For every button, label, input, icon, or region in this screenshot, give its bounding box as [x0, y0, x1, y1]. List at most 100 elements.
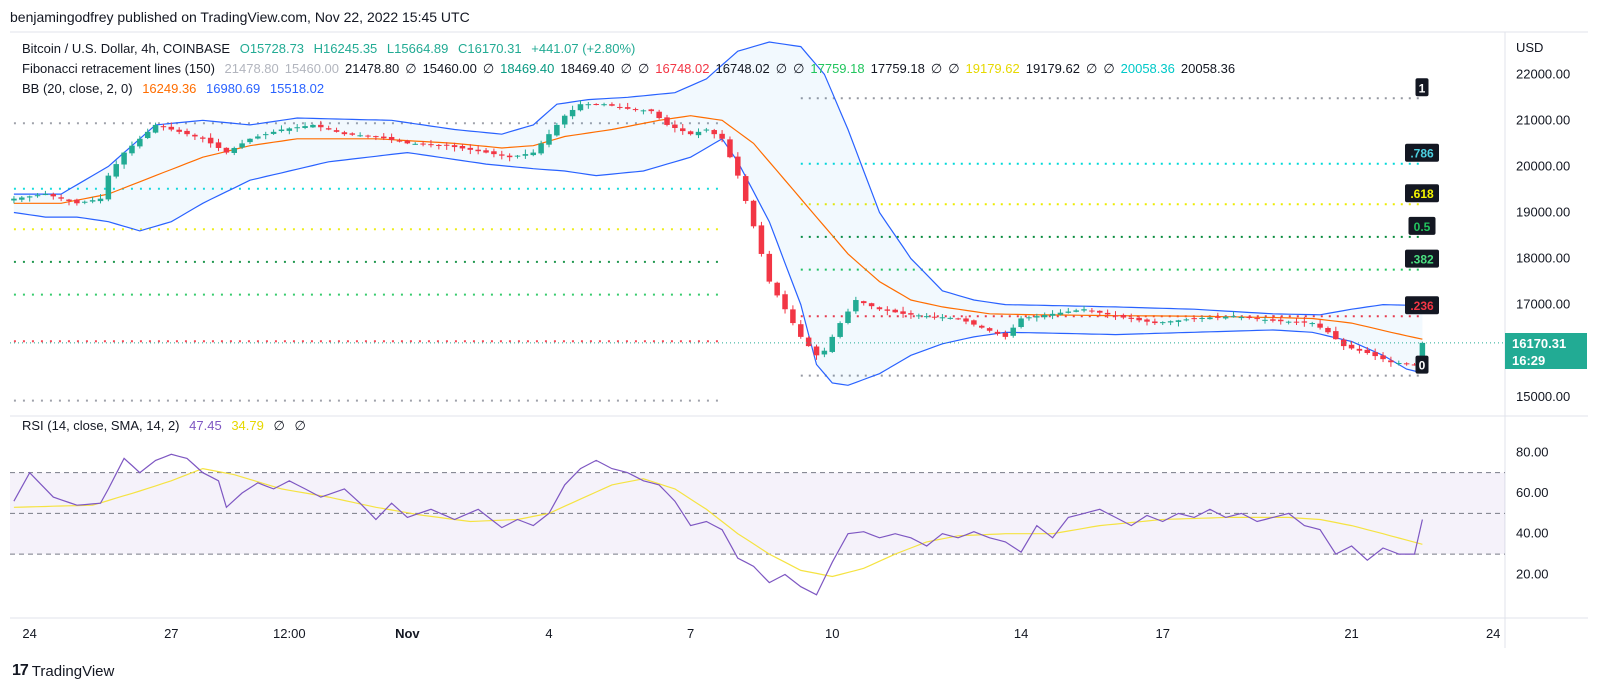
fib-legend-value: 16748.02: [655, 61, 710, 76]
candle-body: [310, 124, 316, 128]
candle-body: [530, 152, 537, 156]
candle-body: [1380, 355, 1386, 360]
candle-body: [499, 154, 505, 156]
fib-legend-value: ∅: [1085, 61, 1098, 76]
bb-upper-value: 16980.69: [206, 81, 261, 96]
fib-legend-value: ∅: [482, 61, 495, 76]
time-tick-label: 4: [545, 626, 552, 641]
candle-body: [1167, 321, 1174, 323]
bb-legend-label[interactable]: BB (20, close, 2, 0): [22, 81, 133, 96]
candle-body: [66, 199, 72, 201]
fib-legend-value: ∅: [775, 61, 788, 76]
candle-body: [1049, 313, 1056, 316]
candle-body: [632, 109, 639, 111]
candle-body: [1081, 309, 1087, 311]
bb-legend[interactable]: BB (20, close, 2, 0) 16249.36 16980.69 1…: [22, 81, 330, 96]
candle-body: [593, 104, 599, 106]
candle-body: [971, 320, 977, 325]
candle-body: [1411, 364, 1418, 366]
price-tick-label: 19000.00: [1516, 204, 1570, 219]
main-legend[interactable]: Bitcoin / U.S. Dollar, 4h, COINBASE O157…: [22, 41, 641, 56]
candle-body: [1254, 318, 1260, 320]
candle-body: [1041, 315, 1048, 318]
candle-body: [908, 313, 914, 315]
candle-body: [813, 346, 820, 356]
candle-body: [672, 124, 678, 129]
fib-tag-box: [1405, 249, 1439, 268]
fib-legend-value: 15460.00: [422, 61, 477, 76]
candle-body: [1372, 352, 1378, 357]
candle-body: [664, 117, 670, 125]
fib-legend-value: ∅: [405, 61, 417, 76]
candle-body: [876, 307, 883, 310]
candle-body: [286, 128, 293, 131]
candle-body: [412, 143, 418, 145]
time-axis[interactable]: 24 27 12:00 Nov 4 7 10 14 17 21 24: [22, 626, 1500, 641]
candle-body: [742, 176, 749, 201]
time-tick-label: Nov: [395, 626, 420, 641]
rsi-extra-1: ∅: [273, 418, 285, 433]
candle-body: [231, 147, 238, 153]
candle-body: [766, 253, 773, 282]
candle-body: [758, 225, 765, 254]
fib-legend[interactable]: Fibonacci retracement lines (150) 21478.…: [22, 61, 1241, 77]
candle-body: [561, 115, 568, 125]
rsi-sma-line: [13, 467, 1423, 578]
fib-legend-value: 20058.36: [1180, 61, 1236, 76]
candle-body: [994, 331, 1001, 334]
fib-legend-value: 21478.80: [224, 61, 279, 76]
candle-body: [805, 337, 812, 347]
candle-body: [1317, 323, 1323, 328]
candle-body: [900, 311, 906, 314]
fib-legend-value: 21478.80: [345, 61, 400, 76]
price-tick-label: 18000.00: [1516, 251, 1570, 266]
fib-tag-label: .786: [1410, 147, 1434, 161]
bb-basis-value: 16249.36: [142, 81, 197, 96]
rsi-tick-label: 80.00: [1516, 444, 1549, 459]
candle-body: [1120, 314, 1127, 318]
bollinger-lower-line: [13, 138, 1423, 386]
candle-body: [609, 104, 615, 106]
fib-legend-value: 19179.62: [965, 61, 1020, 76]
candle-body: [750, 200, 757, 227]
open-value: O15728.73: [239, 41, 305, 56]
fib-tag-box: [1415, 78, 1429, 97]
fib-legend-label[interactable]: Fibonacci retracement lines (150): [22, 61, 215, 76]
candle-body: [1270, 319, 1276, 321]
rsi-legend-label[interactable]: RSI (14, close, SMA, 14, 2): [22, 418, 180, 433]
candle-body: [294, 127, 300, 129]
fib-legend-value: 18469.40: [560, 61, 615, 76]
candle-body: [89, 200, 96, 202]
rsi-legend[interactable]: RSI (14, close, SMA, 14, 2) 47.45 34.79 …: [22, 418, 312, 434]
candlestick-series: [11, 100, 1426, 368]
candle-body: [868, 303, 875, 307]
candle-body: [262, 134, 269, 136]
candle-body: [215, 142, 222, 148]
fib-tag-label: .618: [1410, 187, 1434, 201]
candle-body: [1396, 362, 1402, 364]
candle-body: [1144, 319, 1150, 322]
price-axis: USD 22000.00 21000.00 20000.00 19000.00 1800…: [1516, 40, 1570, 404]
candle-body: [1277, 319, 1284, 322]
candle-body: [1018, 318, 1024, 328]
tradingview-logo[interactable]: 17 TradingView: [12, 662, 114, 680]
candle-body: [1199, 317, 1205, 319]
symbol-label[interactable]: Bitcoin / U.S. Dollar, 4h, COINBASE: [22, 41, 231, 56]
candle-body: [302, 126, 308, 128]
candle-body: [459, 145, 466, 149]
candle-body: [113, 164, 119, 177]
candle-body: [1128, 317, 1135, 319]
candle-body: [569, 109, 576, 117]
rsi-sma-value: 34.79: [231, 418, 264, 433]
candle-body: [1191, 318, 1197, 320]
candle-body: [373, 136, 379, 138]
candle-body: [121, 152, 127, 165]
candle-body: [837, 323, 843, 337]
candle-body: [270, 131, 277, 134]
price-tick-label: 15000.00: [1516, 389, 1570, 404]
candle-body: [577, 104, 584, 111]
candle-body: [931, 316, 938, 318]
candle-body: [860, 301, 867, 304]
fib-tag-box: [1405, 296, 1439, 315]
